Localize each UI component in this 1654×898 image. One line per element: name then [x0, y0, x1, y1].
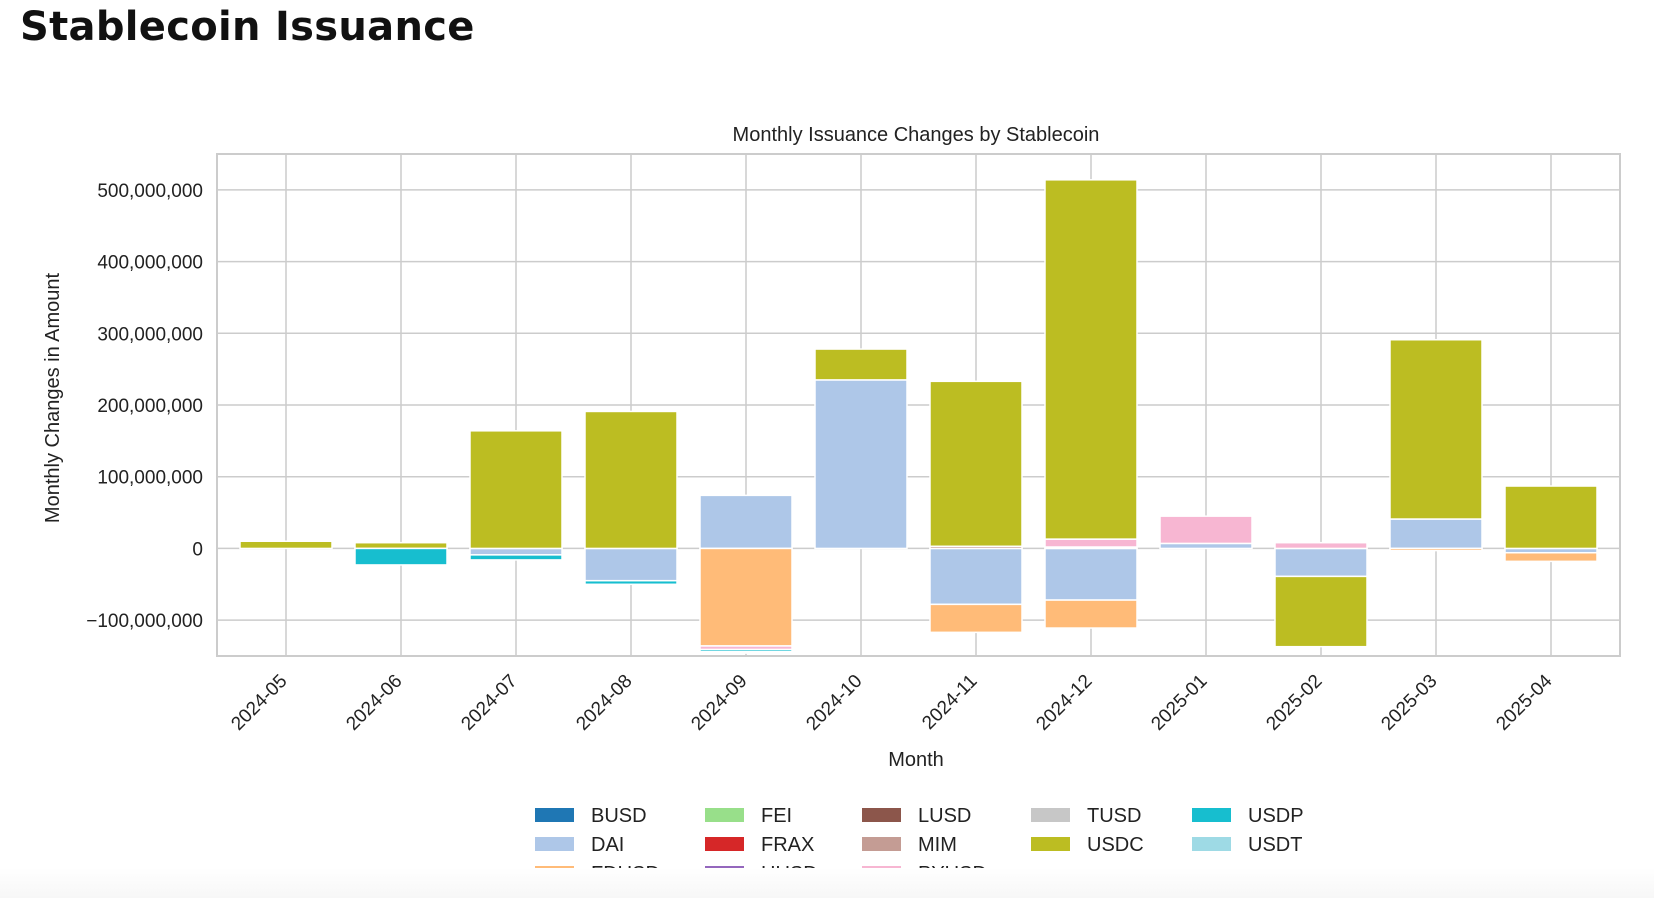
bar-fdusd-2025-03: [1389, 547, 1483, 552]
x-tick-label: 2025-03: [1377, 671, 1441, 735]
legend-label-lusd: LUSD: [918, 805, 971, 827]
legend-swatch-dai: [535, 837, 574, 851]
legend-label-mim: MIM: [918, 834, 957, 856]
legend-swatch-fei: [705, 808, 744, 822]
bar-fdusd-2024-11: [929, 603, 1023, 634]
bar-usdp-2024-06: [354, 547, 448, 566]
x-tick-label: 2024-09: [687, 671, 751, 735]
legend-label-dai: DAI: [591, 834, 624, 856]
legend-swatch-lusd: [862, 808, 901, 822]
x-tick-label: 2025-04: [1492, 670, 1556, 734]
page-footer-fade: [0, 868, 1654, 898]
chart-title: Monthly Issuance Changes by Stablecoin: [733, 124, 1100, 146]
bar-dai-2024-07: [469, 547, 563, 556]
bar-pyusd-2025-02: [1274, 541, 1368, 550]
legend-swatch-frax: [705, 837, 744, 851]
y-tick-label: 300,000,000: [97, 324, 203, 345]
legend-label-fei: FEI: [761, 805, 792, 827]
bar-usdc-2025-02: [1274, 575, 1368, 648]
x-tick-labels: 2024-05 2024-06 2024-07 2024-08 2024-09 2024-…: [227, 670, 1556, 734]
x-tick-label: 2024-11: [918, 671, 981, 734]
legend-swatch-mim: [862, 837, 901, 851]
legend-label-frax: FRAX: [761, 834, 814, 856]
x-tick-label: 2024-06: [342, 671, 406, 735]
legend-label-busd: BUSD: [591, 805, 647, 827]
bar-usdc-2024-11: [929, 380, 1023, 548]
y-tick-label: 100,000,000: [97, 468, 203, 489]
y-tick-label: 200,000,000: [97, 396, 203, 417]
y-tick-label: 0: [192, 539, 203, 560]
x-tick-label: 2024-05: [227, 671, 291, 735]
bar-dai-2024-09: [699, 494, 793, 550]
y-tick-label: −100,000,000: [86, 611, 203, 632]
legend-label-tusd: TUSD: [1087, 805, 1141, 827]
bar-fdusd-2024-12: [1044, 599, 1138, 629]
legend-swatch-busd: [535, 808, 574, 822]
bar-dai-2024-11: [929, 547, 1023, 606]
bar-usdc-2024-06: [354, 541, 448, 550]
page-title: Stablecoin Issuance: [20, 4, 475, 50]
plot-frame: [216, 153, 1621, 657]
x-tick-label: 2024-10: [802, 671, 866, 735]
bar-dai-2025-01: [1159, 542, 1253, 550]
y-tick-label: 500,000,000: [97, 181, 203, 202]
legend-swatch-tusd: [1031, 808, 1070, 822]
legend-label-usdt: USDT: [1248, 834, 1302, 856]
bar-usdp-2024-07: [469, 554, 563, 561]
y-tick-label: 400,000,000: [97, 253, 203, 274]
legend-swatch-usdp: [1192, 808, 1231, 822]
bar-usdc-2024-05: [239, 540, 333, 550]
bar-layer: [239, 179, 1598, 654]
bar-dai-2025-03: [1389, 518, 1483, 550]
y-axis-label: Monthly Changes in Amount: [42, 272, 64, 523]
x-tick-label: 2025-01: [1147, 671, 1211, 735]
x-tick-label: 2025-02: [1262, 671, 1326, 735]
bar-usdc-2024-10: [814, 348, 908, 381]
bar-dai-2024-10: [814, 379, 908, 550]
bar-fdusd-2024-09: [699, 547, 793, 647]
x-tick-label: 2024-07: [457, 671, 521, 735]
bar-dai-2024-08: [584, 547, 678, 582]
bar-dai-2024-12: [1044, 547, 1138, 601]
legend-label-usdc: USDC: [1087, 834, 1144, 856]
legend-swatch-usdc: [1031, 837, 1070, 851]
bar-usdc-2024-07: [469, 430, 563, 550]
x-tick-label: 2024-12: [1032, 671, 1096, 735]
bar-usdp-2024-08: [584, 579, 678, 586]
bar-usdc-2024-12: [1044, 179, 1138, 540]
bar-pyusd-2025-01: [1159, 515, 1253, 545]
legend-label-usdp: USDP: [1248, 805, 1304, 827]
x-tick-label: 2024-08: [572, 671, 636, 735]
bar-usdt-2024-09: [699, 650, 793, 654]
bar-dai-2025-02: [1274, 547, 1368, 578]
y-tick-labels: −100,000,000 0 100,000,000 200,000,000 300,0…: [86, 181, 203, 632]
bar-usdc-2025-03: [1389, 338, 1483, 520]
bar-pyusd-2024-12: [1044, 538, 1138, 548]
bar-usdc-2025-04: [1504, 485, 1598, 550]
bar-fdusd-2025-04: [1504, 551, 1598, 563]
legend-swatch-usdt: [1192, 837, 1231, 851]
bar-usdc-2024-08: [584, 410, 678, 550]
x-axis-label: Month: [888, 749, 944, 771]
